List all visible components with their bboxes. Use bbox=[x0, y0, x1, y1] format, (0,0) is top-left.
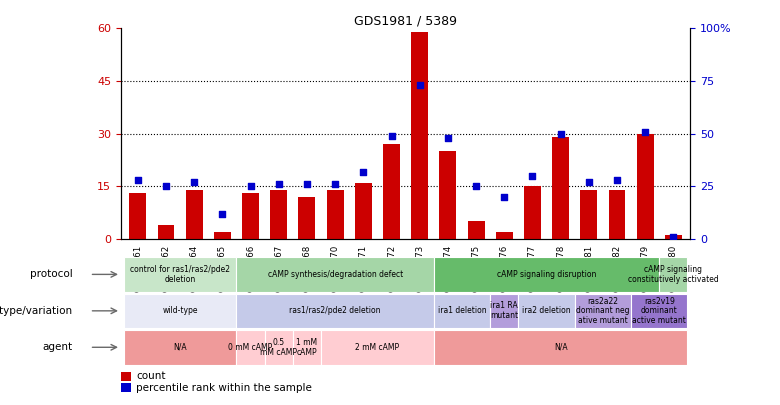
Bar bbox=[439, 151, 456, 239]
Bar bbox=[214, 232, 231, 239]
Text: percentile rank within the sample: percentile rank within the sample bbox=[136, 382, 312, 392]
Bar bbox=[524, 186, 541, 239]
Bar bbox=[158, 225, 175, 239]
Bar bbox=[186, 190, 203, 239]
Bar bbox=[124, 294, 236, 328]
Point bbox=[441, 134, 454, 141]
Bar bbox=[434, 294, 490, 328]
Point bbox=[667, 234, 679, 240]
Bar bbox=[264, 330, 292, 364]
Text: control for ras1/ras2/pde2
deletion: control for ras1/ras2/pde2 deletion bbox=[130, 265, 230, 284]
Bar bbox=[355, 183, 372, 239]
Bar bbox=[519, 294, 575, 328]
Text: protocol: protocol bbox=[30, 269, 73, 279]
Text: 0 mM cAMP: 0 mM cAMP bbox=[229, 343, 273, 352]
Text: 2 mM cAMP: 2 mM cAMP bbox=[356, 343, 399, 352]
Bar bbox=[580, 190, 597, 239]
Bar bbox=[327, 190, 343, 239]
Bar bbox=[242, 193, 259, 239]
Point bbox=[216, 211, 229, 217]
Text: N/A: N/A bbox=[173, 343, 187, 352]
Bar bbox=[292, 330, 321, 364]
Text: ras1/ras2/pde2 deletion: ras1/ras2/pde2 deletion bbox=[289, 306, 381, 315]
Point bbox=[526, 173, 539, 179]
Bar bbox=[121, 372, 131, 381]
Point bbox=[357, 168, 370, 175]
Text: cAMP signaling disruption: cAMP signaling disruption bbox=[497, 270, 596, 279]
Text: ira2 deletion: ira2 deletion bbox=[523, 306, 571, 315]
Bar bbox=[236, 257, 434, 292]
Bar bbox=[124, 257, 236, 292]
Bar bbox=[383, 144, 400, 239]
Title: GDS1981 / 5389: GDS1981 / 5389 bbox=[354, 14, 457, 27]
Bar bbox=[321, 330, 434, 364]
Point bbox=[244, 183, 257, 190]
Text: cAMP synthesis/degradation defect: cAMP synthesis/degradation defect bbox=[268, 270, 402, 279]
Bar bbox=[434, 330, 687, 364]
Bar bbox=[434, 257, 659, 292]
Bar bbox=[468, 222, 484, 239]
Text: count: count bbox=[136, 371, 166, 382]
Point bbox=[639, 128, 651, 135]
Text: ira1 deletion: ira1 deletion bbox=[438, 306, 486, 315]
Bar bbox=[631, 294, 687, 328]
Bar bbox=[271, 190, 287, 239]
Text: genotype/variation: genotype/variation bbox=[0, 306, 73, 316]
Bar bbox=[411, 32, 428, 239]
Point bbox=[272, 181, 285, 188]
Point bbox=[329, 181, 342, 188]
Text: 1 mM
cAMP: 1 mM cAMP bbox=[296, 338, 317, 357]
Bar bbox=[575, 294, 631, 328]
Point bbox=[611, 177, 623, 183]
Text: N/A: N/A bbox=[554, 343, 567, 352]
Bar bbox=[659, 257, 687, 292]
Bar bbox=[608, 190, 626, 239]
Bar bbox=[121, 383, 131, 392]
Text: ras2a22
dominant neg
ative mutant: ras2a22 dominant neg ative mutant bbox=[576, 296, 629, 325]
Bar bbox=[299, 197, 315, 239]
Point bbox=[132, 177, 144, 183]
Bar bbox=[490, 294, 519, 328]
Bar bbox=[236, 294, 434, 328]
Text: wild-type: wild-type bbox=[162, 306, 198, 315]
Point bbox=[498, 194, 510, 200]
Bar bbox=[129, 193, 147, 239]
Bar bbox=[665, 235, 682, 239]
Point bbox=[301, 181, 314, 188]
Bar bbox=[124, 330, 236, 364]
Point bbox=[160, 183, 172, 190]
Point bbox=[555, 130, 567, 137]
Bar bbox=[236, 330, 264, 364]
Text: agent: agent bbox=[42, 342, 73, 352]
Point bbox=[188, 179, 200, 185]
Text: 0.5
mM cAMP: 0.5 mM cAMP bbox=[261, 338, 297, 357]
Point bbox=[413, 82, 426, 88]
Point bbox=[470, 183, 482, 190]
Text: cAMP signaling
constitutively activated: cAMP signaling constitutively activated bbox=[628, 265, 718, 284]
Text: ira1 RA
mutant: ira1 RA mutant bbox=[490, 301, 519, 320]
Bar bbox=[636, 134, 654, 239]
Text: ras2v19
dominant
active mutant: ras2v19 dominant active mutant bbox=[633, 296, 686, 325]
Point bbox=[385, 132, 398, 139]
Point bbox=[583, 179, 595, 185]
Bar bbox=[496, 232, 512, 239]
Bar bbox=[552, 137, 569, 239]
